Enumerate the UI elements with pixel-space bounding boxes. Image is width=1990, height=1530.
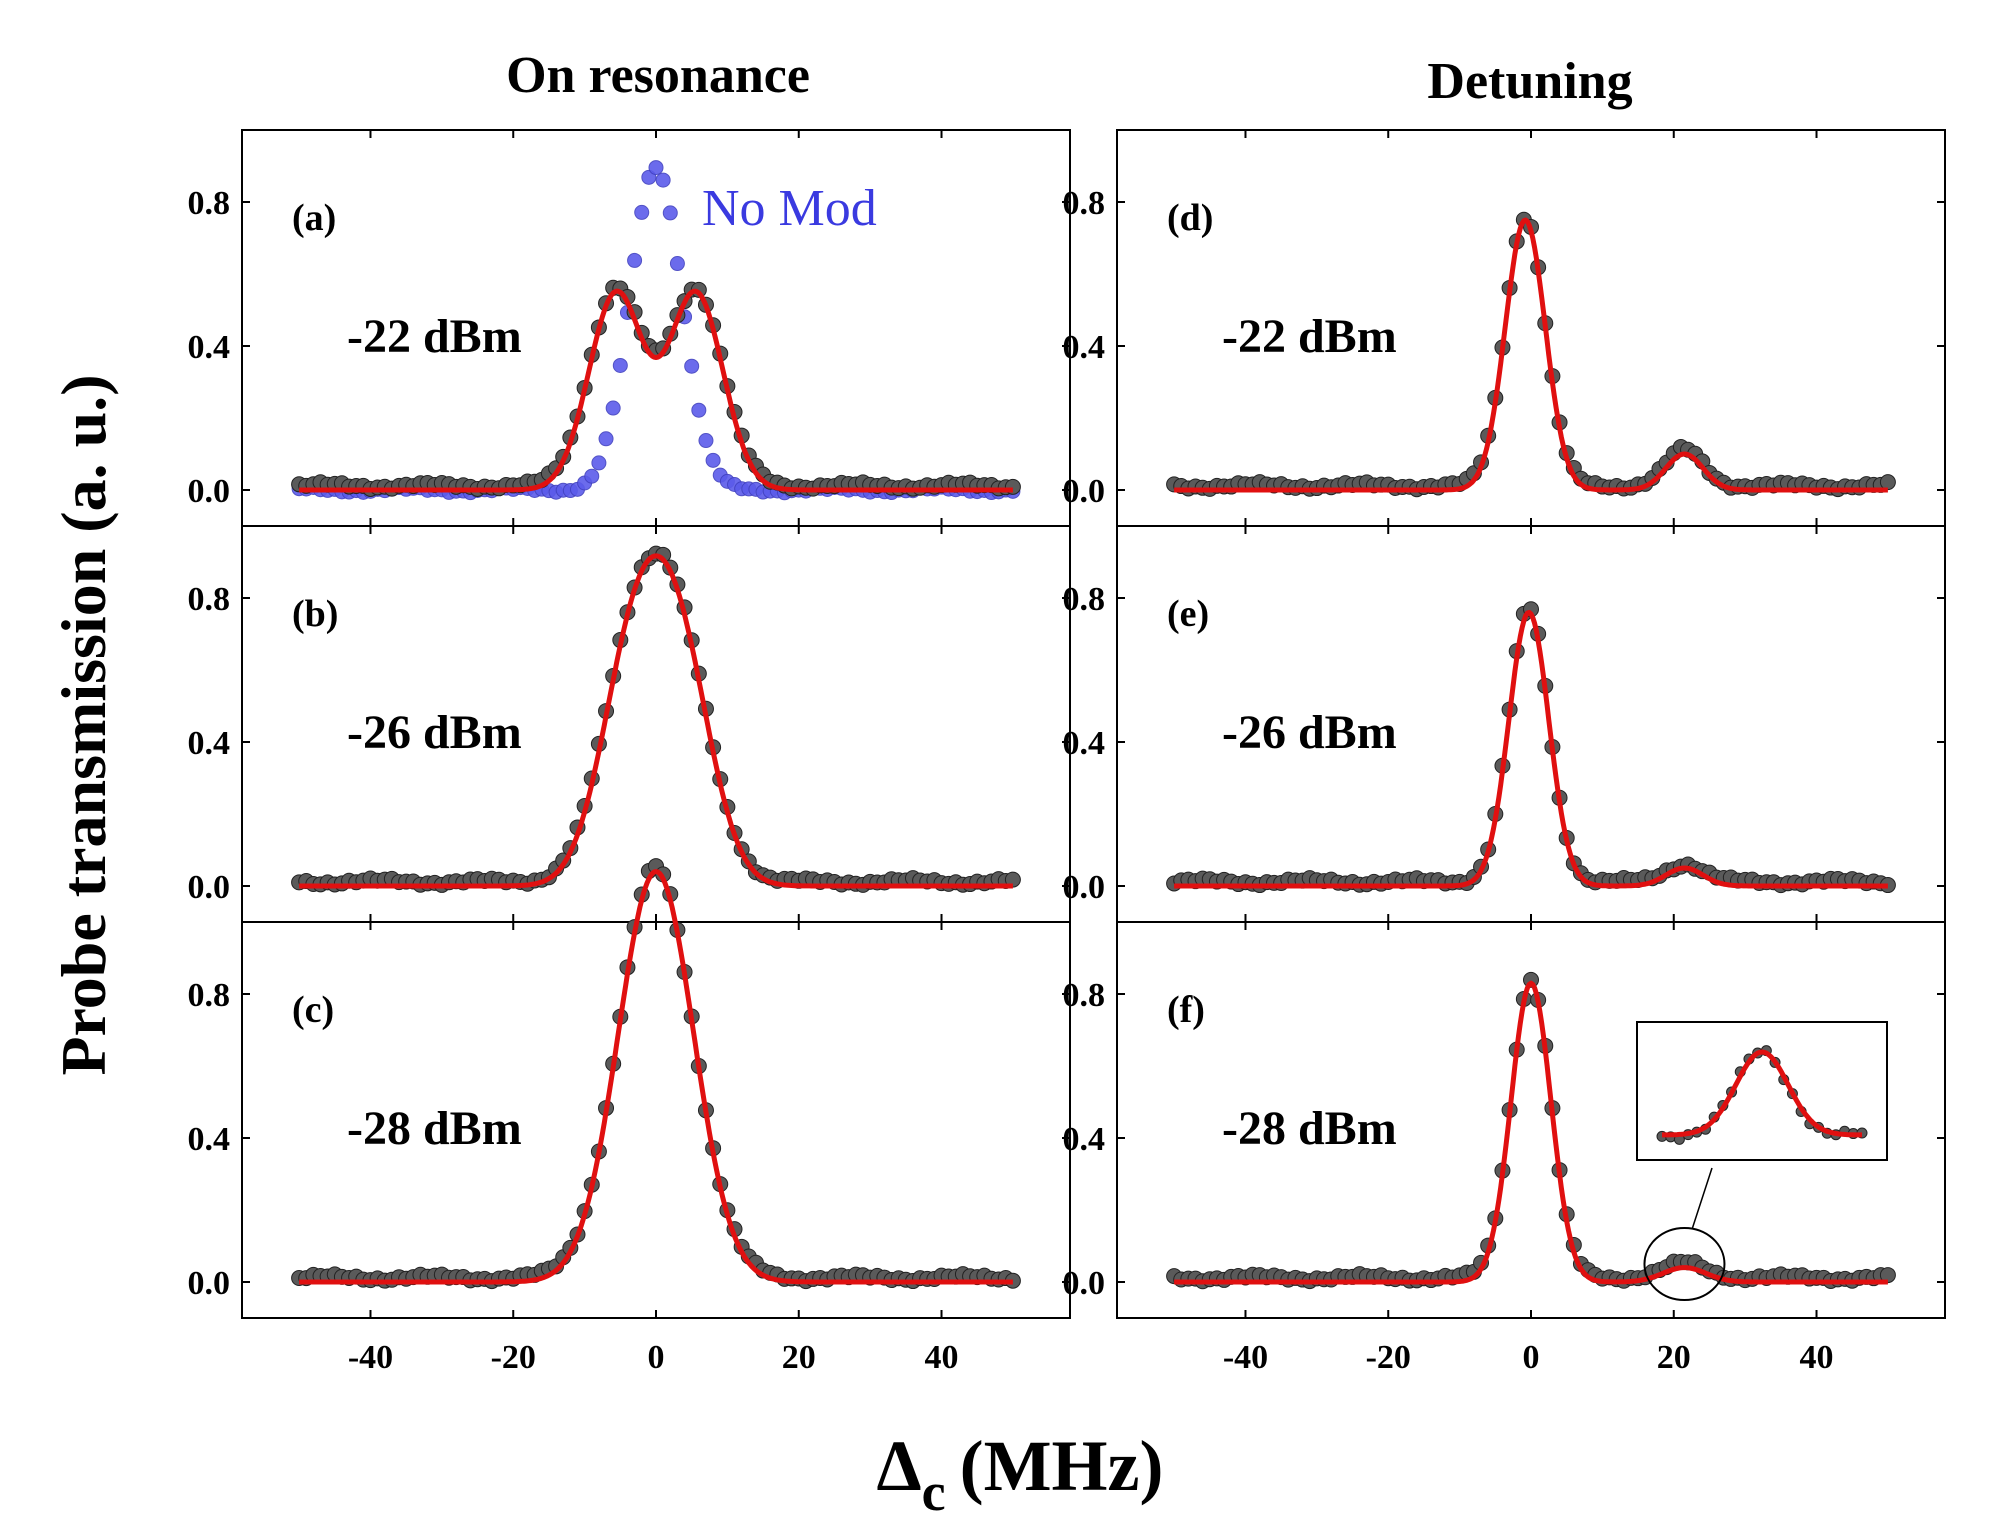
fit-curve bbox=[298, 553, 1014, 889]
x-tick-label: -40 bbox=[1223, 1339, 1268, 1376]
no-mod-point bbox=[698, 433, 714, 449]
panel-label: (a) bbox=[292, 197, 336, 239]
no-mod-point bbox=[605, 400, 621, 416]
y-tick-label: 0.0 bbox=[1063, 869, 1106, 906]
panel-a: 0.0 0.4 0.8 No Mod (a) -22 dBm bbox=[188, 129, 1071, 527]
x-tick-label: -40 bbox=[348, 1339, 393, 1376]
x-tick-label: 20 bbox=[782, 1339, 816, 1376]
no-mod-point bbox=[691, 402, 707, 418]
panel-e: 0.0 0.4 0.8 (e) -26 dBm bbox=[1063, 525, 1946, 923]
power-label: -26 dBm bbox=[1222, 706, 1397, 759]
x-axis-symbol: Δ bbox=[877, 1426, 922, 1506]
no-mod-point bbox=[627, 252, 643, 268]
panel-label: (c) bbox=[292, 989, 334, 1031]
panel-label: (e) bbox=[1167, 593, 1209, 635]
panel-label: (b) bbox=[292, 593, 338, 635]
no-mod-point bbox=[591, 455, 607, 471]
y-tick-label: 0.4 bbox=[1063, 725, 1106, 762]
panel-c: 0.0 0.4 0.8 -40 -20 0 20 40 (c) -28 dBm bbox=[188, 858, 1071, 1376]
no-mod-point bbox=[662, 205, 678, 221]
fit-curve bbox=[1173, 609, 1889, 889]
panel-f: 0.0 0.4 0.8 -40 -20 0 20 40 (f) -28 dBm bbox=[1063, 921, 1946, 1376]
x-tick-label: -20 bbox=[491, 1339, 536, 1376]
y-tick-label: 0.0 bbox=[1063, 1265, 1106, 1302]
y-tick-label: 0.8 bbox=[188, 185, 231, 222]
no-mod-label: No Mod bbox=[702, 180, 877, 237]
x-tick-label: 20 bbox=[1657, 1339, 1691, 1376]
no-mod-point bbox=[598, 431, 614, 447]
zoom-connector bbox=[1691, 1167, 1713, 1229]
x-tick-label: 0 bbox=[1523, 1339, 1540, 1376]
data-point bbox=[1879, 474, 1896, 491]
panels: 0.0 0.4 0.8 No Mod (a) -22 dBm 0.0 0.4 0.8 (b) -26… bbox=[188, 129, 1946, 1376]
no-mod-point bbox=[584, 468, 600, 484]
column-title-detuning: Detuning bbox=[1427, 53, 1632, 110]
y-tick-label: 0.4 bbox=[188, 1121, 231, 1158]
y-tick-label: 0.0 bbox=[188, 869, 231, 906]
x-axis-unit: (MHz) bbox=[960, 1426, 1164, 1506]
no-mod-point bbox=[648, 160, 664, 176]
y-tick-label: 0.4 bbox=[1063, 329, 1106, 366]
x-axis-title: Δc (MHz) bbox=[877, 1426, 1164, 1522]
y-tick-label: 0.8 bbox=[188, 581, 231, 618]
y-tick-label: 0.8 bbox=[188, 977, 231, 1014]
fit-curve bbox=[1173, 980, 1889, 1285]
no-mod-point bbox=[684, 358, 700, 374]
no-mod-point bbox=[669, 256, 685, 272]
x-axis-subscript: c bbox=[922, 1462, 946, 1522]
fit-curve bbox=[1173, 217, 1889, 493]
x-tick-label: -20 bbox=[1366, 1339, 1411, 1376]
y-tick-label: 0.8 bbox=[1063, 581, 1106, 618]
y-tick-label: 0.8 bbox=[1063, 977, 1106, 1014]
panel-b: 0.0 0.4 0.8 (b) -26 dBm bbox=[188, 525, 1071, 923]
zoom-circle bbox=[1643, 1227, 1726, 1301]
no-mod-point bbox=[655, 172, 671, 188]
fit-curve bbox=[298, 288, 1014, 493]
y-tick-label: 0.0 bbox=[1063, 473, 1106, 510]
y-axis-title: Probe transmission (a. u.) bbox=[48, 374, 119, 1075]
panel-label: (f) bbox=[1167, 989, 1205, 1031]
y-tick-label: 0.4 bbox=[188, 329, 231, 366]
column-title-on-resonance: On resonance bbox=[506, 47, 810, 104]
y-tick-label: 0.4 bbox=[1063, 1121, 1106, 1158]
y-tick-label: 0.0 bbox=[188, 1265, 231, 1302]
panel-d: 0.0 0.4 0.8 (d) -22 dBm bbox=[1063, 129, 1946, 527]
y-tick-label: 0.4 bbox=[188, 725, 231, 762]
no-mod-point bbox=[705, 452, 721, 468]
y-tick-label: 0.0 bbox=[188, 473, 231, 510]
power-label: -28 dBm bbox=[1222, 1102, 1397, 1155]
power-label: -22 dBm bbox=[347, 310, 522, 363]
x-tick-label: 40 bbox=[1800, 1339, 1834, 1376]
y-tick-label: 0.8 bbox=[1063, 185, 1106, 222]
fit-curve bbox=[298, 869, 1014, 1285]
panel-label: (d) bbox=[1167, 197, 1213, 239]
x-tick-label: 40 bbox=[925, 1339, 959, 1376]
x-tick-label: 0 bbox=[648, 1339, 665, 1376]
power-label: -26 dBm bbox=[347, 706, 522, 759]
no-mod-point bbox=[612, 357, 628, 373]
inset-fit-curve bbox=[1661, 1049, 1863, 1138]
power-label: -22 dBm bbox=[1222, 310, 1397, 363]
no-mod-point bbox=[634, 204, 650, 220]
power-label: -28 dBm bbox=[347, 1102, 522, 1155]
